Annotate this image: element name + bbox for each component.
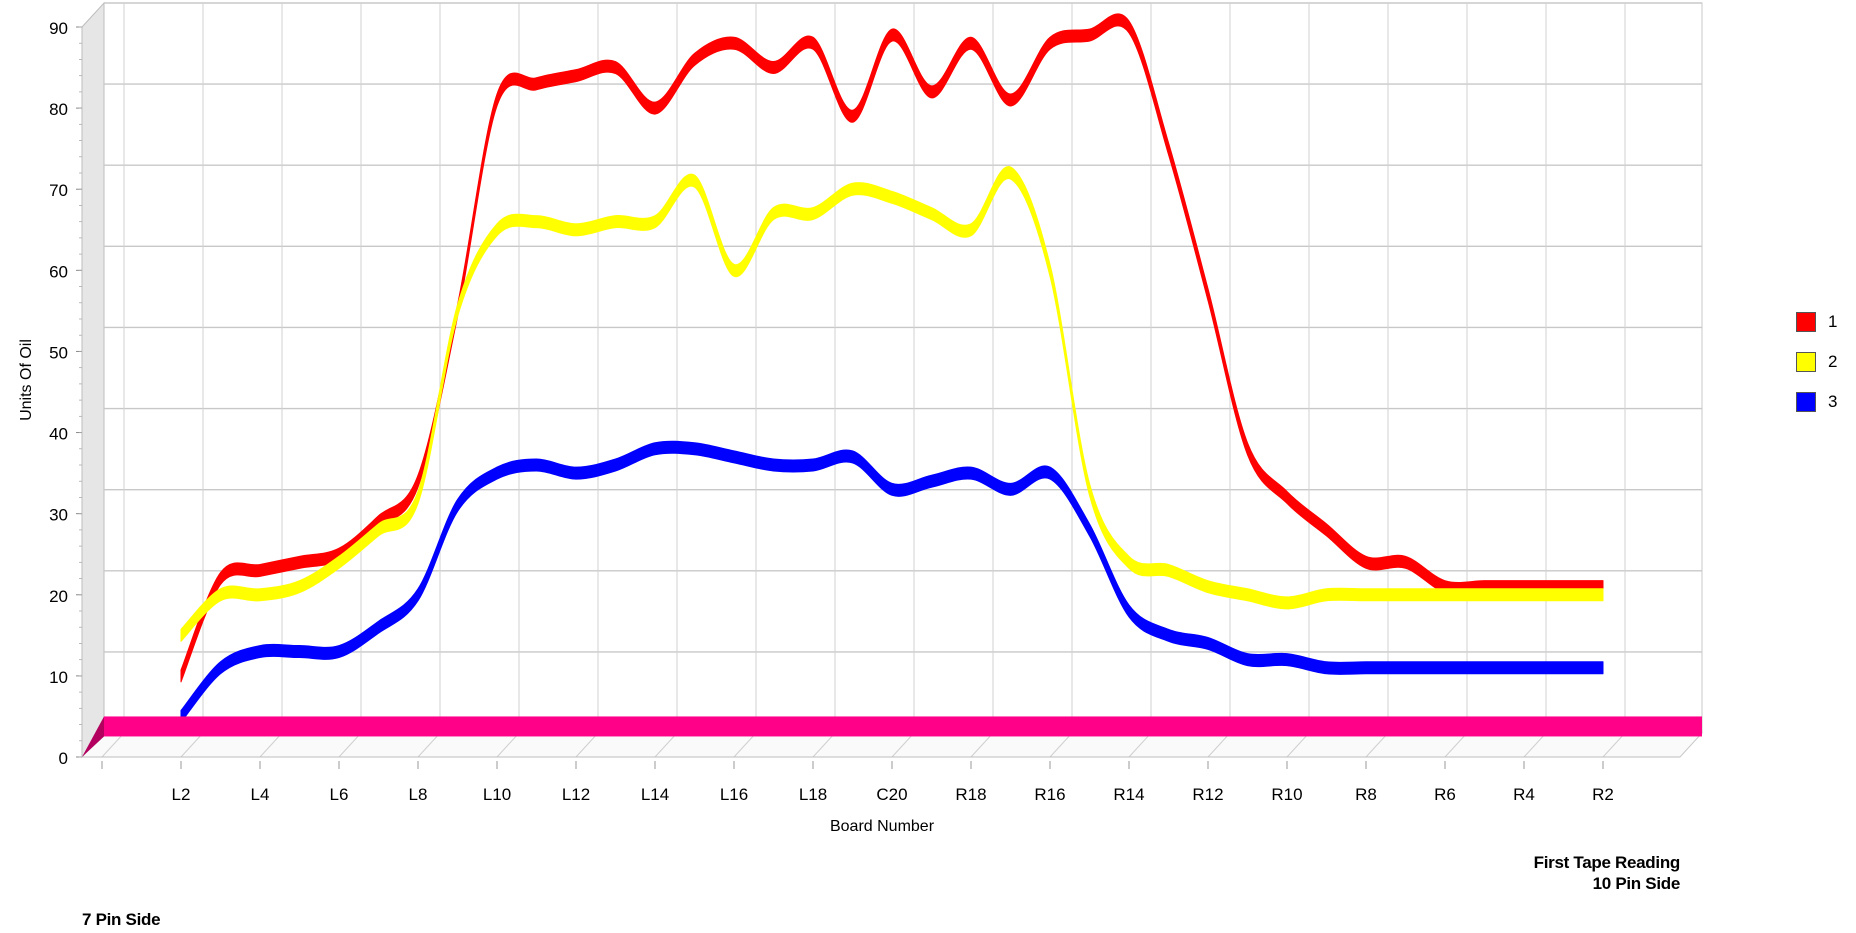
note-first-tape: First Tape Reading	[1533, 853, 1681, 872]
floor-gridline	[891, 732, 915, 758]
y-tick-label: 60	[49, 262, 68, 281]
chart-floor	[80, 732, 1704, 758]
floor-gridline	[1128, 732, 1152, 758]
note-right: First Tape Reading 10 Pin Side	[1533, 852, 1681, 894]
floor-panel	[80, 732, 1704, 758]
baseline-band	[104, 716, 1702, 737]
y-axis-title: Units Of Oil	[18, 339, 35, 421]
y-tick-label: 40	[49, 425, 68, 444]
y-tick-label: 70	[49, 181, 68, 200]
x-tick-label: C20	[876, 785, 907, 804]
y-tick-label: 10	[49, 668, 68, 687]
chart-series-ribbons	[180, 13, 1604, 723]
legend-label-1: 1	[1828, 312, 1838, 331]
legend-label-3: 3	[1828, 392, 1838, 411]
note-ten-pin: 10 Pin Side	[1592, 874, 1681, 893]
floor-gridline	[338, 732, 362, 758]
floor-gridline	[496, 732, 520, 758]
floor-gridline	[733, 732, 757, 758]
x-tick-label: L10	[483, 785, 511, 804]
y-axis-ticks: 0 10 20 30 40 50 60 70 80 90	[49, 19, 82, 768]
x-tick-label: R18	[955, 785, 986, 804]
x-tick-label: L16	[720, 785, 748, 804]
x-tick-label: R16	[1034, 785, 1065, 804]
baseline-side	[82, 716, 104, 757]
floor-gridline	[1523, 732, 1547, 758]
x-tick-label: L4	[251, 785, 270, 804]
floor-gridline	[1049, 732, 1073, 758]
floor-gridline	[654, 732, 678, 758]
legend-swatch-3	[1796, 392, 1816, 412]
floor-gridline	[1286, 732, 1310, 758]
floor-gridline	[1207, 732, 1231, 758]
legend-item-3: 3	[1796, 392, 1837, 412]
x-tick-label: R8	[1355, 785, 1377, 804]
series-ribbon-2	[180, 166, 1604, 642]
x-tick-label: R12	[1192, 785, 1223, 804]
floor-gridline	[575, 732, 599, 758]
x-tick-label: L8	[409, 785, 428, 804]
back-wall-panel	[103, 2, 1703, 734]
floor-gridline	[970, 732, 994, 758]
x-tick-label: R14	[1113, 785, 1144, 804]
x-axis-ticks: L2 L4 L6 L8 L10 L12 L14 L16 L18 C20 R18 R16 R14 R12 R1…	[101, 761, 1614, 804]
legend-swatch-1	[1796, 312, 1816, 332]
floor-gridline	[417, 732, 441, 758]
x-tick-label: L18	[799, 785, 827, 804]
x-tick-label: L14	[641, 785, 669, 804]
x-tick-label: R4	[1513, 785, 1535, 804]
series-ribbon-3	[180, 440, 1604, 723]
chart-gridlines	[104, 2, 1702, 734]
note-seven-pin: 7 Pin Side	[82, 910, 161, 929]
x-tick-label: R2	[1592, 785, 1614, 804]
x-axis-title: Board Number	[830, 818, 935, 835]
x-tick-label: L2	[172, 785, 191, 804]
legend-item-1: 1	[1796, 312, 1837, 332]
x-tick-label: R6	[1434, 785, 1456, 804]
legend-label-2: 2	[1828, 352, 1838, 371]
y-tick-label: 50	[49, 343, 68, 362]
floor-gridline	[1602, 732, 1626, 758]
y-tick-label: 80	[49, 100, 68, 119]
x-tick-label: R10	[1271, 785, 1302, 804]
chart-back-wall	[81, 1, 1703, 759]
floor-gridline	[812, 732, 836, 758]
chart-legend: 1 2 3	[1796, 312, 1837, 432]
side-wall-panel	[81, 1, 105, 759]
chart-baseline-band	[82, 716, 1702, 757]
y-tick-label: 30	[49, 506, 68, 525]
y-tick-label: 0	[59, 749, 68, 768]
floor-gridline	[259, 732, 283, 758]
legend-item-2: 2	[1796, 352, 1837, 372]
x-tick-label: L12	[562, 785, 590, 804]
y-tick-label: 90	[49, 19, 68, 38]
y-tick-label: 20	[49, 587, 68, 606]
x-tick-label: L6	[330, 785, 349, 804]
floor-gridline	[180, 732, 204, 758]
floor-gridline	[101, 732, 125, 758]
floor-gridline	[1365, 732, 1389, 758]
legend-swatch-2	[1796, 352, 1816, 372]
floor-gridline	[1444, 732, 1468, 758]
